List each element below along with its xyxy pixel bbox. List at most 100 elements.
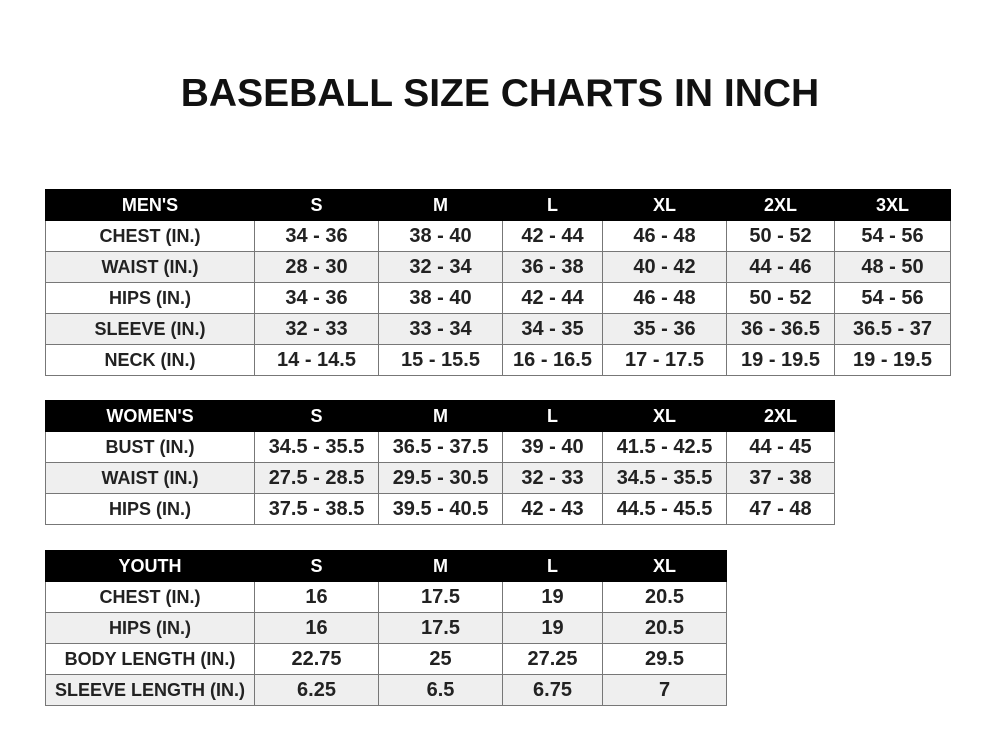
measurement-cell: 32 - 34 <box>378 251 503 283</box>
size-header: XL <box>602 189 727 221</box>
table-row: HIPS (IN.) 34 - 36 38 - 40 42 - 44 46 - 48 50… <box>45 282 951 314</box>
table-row: SLEEVE LENGTH (IN.) 6.25 6.5 6.75 7 <box>45 674 727 706</box>
measurement-cell: 44 - 45 <box>726 431 835 463</box>
measurement-cell: 34.5 - 35.5 <box>254 431 379 463</box>
measurement-cell: 54 - 56 <box>834 282 951 314</box>
measurement-cell: 42 - 44 <box>502 220 603 252</box>
measurement-cell: 36 - 38 <box>502 251 603 283</box>
measurement-cell: 38 - 40 <box>378 282 503 314</box>
measurement-cell: 46 - 48 <box>602 220 727 252</box>
measurement-label: WAIST (IN.) <box>45 462 255 494</box>
size-header: L <box>502 400 603 432</box>
size-header: 2XL <box>726 400 835 432</box>
measurement-cell: 36.5 - 37.5 <box>378 431 503 463</box>
size-header: L <box>502 189 603 221</box>
size-header: 3XL <box>834 189 951 221</box>
table-row: SLEEVE (IN.) 32 - 33 33 - 34 34 - 35 35 - 36… <box>45 313 951 345</box>
measurement-cell: 16 <box>254 612 379 644</box>
size-header: S <box>254 189 379 221</box>
measurement-cell: 34 - 36 <box>254 282 379 314</box>
measurement-cell: 39.5 - 40.5 <box>378 493 503 525</box>
table-row: WAIST (IN.) 28 - 30 32 - 34 36 - 38 40 - 42 4… <box>45 251 951 283</box>
measurement-cell: 16 <box>254 581 379 613</box>
size-header: L <box>502 550 603 582</box>
measurement-cell: 29.5 - 30.5 <box>378 462 503 494</box>
measurement-cell: 17.5 <box>378 581 503 613</box>
youth-size-table: YOUTH S M L XL CHEST (IN.) 16 17.5 19 20.5 HIPS (I… <box>45 550 727 706</box>
measurement-label: HIPS (IN.) <box>45 493 255 525</box>
page-title: BASEBALL SIZE CHARTS IN INCH <box>180 72 820 115</box>
measurement-label: BUST (IN.) <box>45 431 255 463</box>
measurement-label: BODY LENGTH (IN.) <box>45 643 255 675</box>
size-header: M <box>378 400 503 432</box>
measurement-cell: 7 <box>602 674 727 706</box>
measurement-cell: 37.5 - 38.5 <box>254 493 379 525</box>
measurement-cell: 38 - 40 <box>378 220 503 252</box>
measurement-label: CHEST (IN.) <box>45 581 255 613</box>
table-row: CHEST (IN.) 34 - 36 38 - 40 42 - 44 46 - 48 5… <box>45 220 951 252</box>
measurement-cell: 6.25 <box>254 674 379 706</box>
size-header: XL <box>602 400 727 432</box>
measurement-cell: 40 - 42 <box>602 251 727 283</box>
measurement-cell: 34 - 36 <box>254 220 379 252</box>
measurement-cell: 34.5 - 35.5 <box>602 462 727 494</box>
measurement-cell: 39 - 40 <box>502 431 603 463</box>
category-header: MEN'S <box>45 189 255 221</box>
table-row: BODY LENGTH (IN.) 22.75 25 27.25 29.5 <box>45 643 727 675</box>
measurement-cell: 14 - 14.5 <box>254 344 379 376</box>
measurement-cell: 15 - 15.5 <box>378 344 503 376</box>
table-row: BUST (IN.) 34.5 - 35.5 36.5 - 37.5 39 - 40 4… <box>45 431 835 463</box>
measurement-cell: 6.75 <box>502 674 603 706</box>
measurement-cell: 6.5 <box>378 674 503 706</box>
measurement-cell: 17 - 17.5 <box>602 344 727 376</box>
measurement-cell: 48 - 50 <box>834 251 951 283</box>
measurement-cell: 19 - 19.5 <box>834 344 951 376</box>
measurement-cell: 42 - 43 <box>502 493 603 525</box>
measurement-cell: 33 - 34 <box>378 313 503 345</box>
measurement-cell: 36 - 36.5 <box>726 313 835 345</box>
measurement-cell: 50 - 52 <box>726 282 835 314</box>
measurement-cell: 44.5 - 45.5 <box>602 493 727 525</box>
measurement-cell: 19 - 19.5 <box>726 344 835 376</box>
header-row: WOMEN'S S M L XL 2XL <box>45 400 835 432</box>
size-header: M <box>378 550 503 582</box>
measurement-cell: 50 - 52 <box>726 220 835 252</box>
size-header: 2XL <box>726 189 835 221</box>
measurement-label: CHEST (IN.) <box>45 220 255 252</box>
measurement-cell: 19 <box>502 612 603 644</box>
measurement-label: NECK (IN.) <box>45 344 255 376</box>
measurement-cell: 34 - 35 <box>502 313 603 345</box>
header-row: MEN'S S M L XL 2XL 3XL <box>45 189 951 221</box>
table-row: NECK (IN.) 14 - 14.5 15 - 15.5 16 - 16.5 17 … <box>45 344 951 376</box>
measurement-cell: 41.5 - 42.5 <box>602 431 727 463</box>
measurement-cell: 36.5 - 37 <box>834 313 951 345</box>
measurement-label: WAIST (IN.) <box>45 251 255 283</box>
measurement-cell: 22.75 <box>254 643 379 675</box>
measurement-cell: 17.5 <box>378 612 503 644</box>
size-header: S <box>254 400 379 432</box>
table-row: HIPS (IN.) 37.5 - 38.5 39.5 - 40.5 42 - 43 4… <box>45 493 835 525</box>
table-row: CHEST (IN.) 16 17.5 19 20.5 <box>45 581 727 613</box>
measurement-label: HIPS (IN.) <box>45 282 255 314</box>
table-row: HIPS (IN.) 16 17.5 19 20.5 <box>45 612 727 644</box>
measurement-cell: 27.25 <box>502 643 603 675</box>
size-header: M <box>378 189 503 221</box>
measurement-cell: 32 - 33 <box>254 313 379 345</box>
measurement-cell: 32 - 33 <box>502 462 603 494</box>
category-header: YOUTH <box>45 550 255 582</box>
measurement-cell: 47 - 48 <box>726 493 835 525</box>
measurement-cell: 42 - 44 <box>502 282 603 314</box>
measurement-cell: 16 - 16.5 <box>502 344 603 376</box>
measurement-cell: 44 - 46 <box>726 251 835 283</box>
header-row: YOUTH S M L XL <box>45 550 727 582</box>
measurement-label: SLEEVE (IN.) <box>45 313 255 345</box>
table-row: WAIST (IN.) 27.5 - 28.5 29.5 - 30.5 32 - 33… <box>45 462 835 494</box>
measurement-label: SLEEVE LENGTH (IN.) <box>45 674 255 706</box>
mens-size-table: MEN'S S M L XL 2XL 3XL CHEST (IN.) 34 - 36 38 - 4… <box>45 189 951 376</box>
measurement-cell: 28 - 30 <box>254 251 379 283</box>
measurement-cell: 25 <box>378 643 503 675</box>
measurement-cell: 20.5 <box>602 581 727 613</box>
measurement-cell: 20.5 <box>602 612 727 644</box>
category-header: WOMEN'S <box>45 400 255 432</box>
measurement-cell: 29.5 <box>602 643 727 675</box>
